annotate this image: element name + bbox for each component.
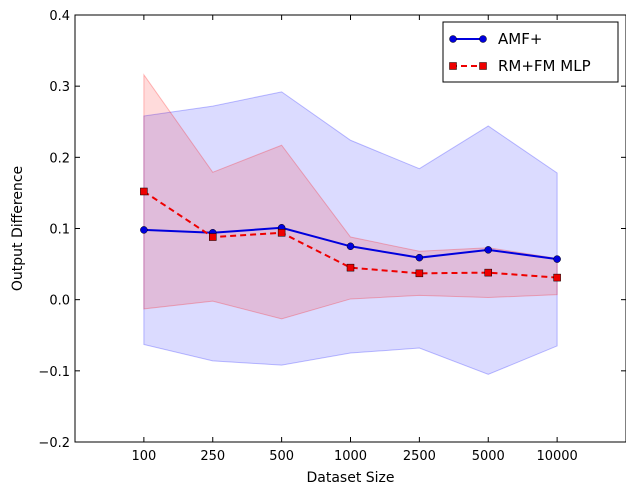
legend-marker bbox=[449, 35, 457, 43]
point-rm-fm-mlp-10000 bbox=[553, 273, 561, 282]
x-axis-ticks: 100 250 500 1000 2500 5000 10000 bbox=[131, 15, 578, 464]
point-amf-100 bbox=[140, 226, 148, 234]
legend-label: AMF+ bbox=[498, 30, 542, 48]
x-tick-label: 10000 bbox=[536, 449, 577, 464]
x-tick-label: 100 bbox=[131, 449, 156, 464]
legend-marker bbox=[479, 35, 487, 43]
legend-label: RM+FM MLP bbox=[498, 57, 591, 75]
point-rm-fm-mlp-250 bbox=[209, 233, 217, 241]
y-tick-label: 0.4 bbox=[49, 9, 70, 24]
point-amf-2500 bbox=[415, 253, 424, 262]
point-amf-1000 bbox=[346, 242, 355, 251]
point-rm-fm-mlp-1000 bbox=[346, 263, 355, 272]
y-axis-label: Output Difference bbox=[10, 166, 26, 291]
band-rm-fm-mlp bbox=[143, 73, 558, 320]
x-axis-label: Dataset Size bbox=[306, 470, 394, 486]
legend: AMF+ RM+FM MLP bbox=[442, 21, 619, 83]
x-tick-label: 500 bbox=[269, 449, 294, 464]
y-axis-ticks: −0.2 −0.1 0.0 0.1 0.2 0.3 0.4 bbox=[38, 9, 626, 451]
x-tick-label: 1000 bbox=[334, 449, 367, 464]
y-tick-label: 0.0 bbox=[49, 294, 70, 309]
point-rm-fm-mlp-5000 bbox=[484, 268, 492, 277]
legend-marker bbox=[449, 62, 457, 70]
point-amf-5000 bbox=[484, 246, 492, 254]
y-tick-label: −0.1 bbox=[38, 365, 70, 380]
x-tick-label: 250 bbox=[200, 449, 225, 464]
y-tick-label: 0.3 bbox=[49, 80, 70, 95]
legend-box bbox=[442, 21, 619, 83]
point-amf-10000 bbox=[553, 255, 561, 263]
y-tick-label: 0.1 bbox=[49, 223, 70, 238]
confidence-bands bbox=[143, 73, 558, 375]
legend-marker bbox=[479, 62, 487, 70]
series-markers bbox=[140, 187, 561, 282]
point-rm-fm-mlp-100 bbox=[140, 187, 148, 196]
band-amf bbox=[143, 91, 558, 375]
x-tick-label: 5000 bbox=[472, 449, 505, 464]
x-tick-label: 2500 bbox=[403, 449, 436, 464]
y-tick-label: 0.2 bbox=[49, 151, 70, 166]
point-rm-fm-mlp-500 bbox=[277, 229, 286, 237]
y-tick-label: −0.2 bbox=[38, 436, 70, 451]
point-rm-fm-mlp-2500 bbox=[415, 269, 424, 278]
